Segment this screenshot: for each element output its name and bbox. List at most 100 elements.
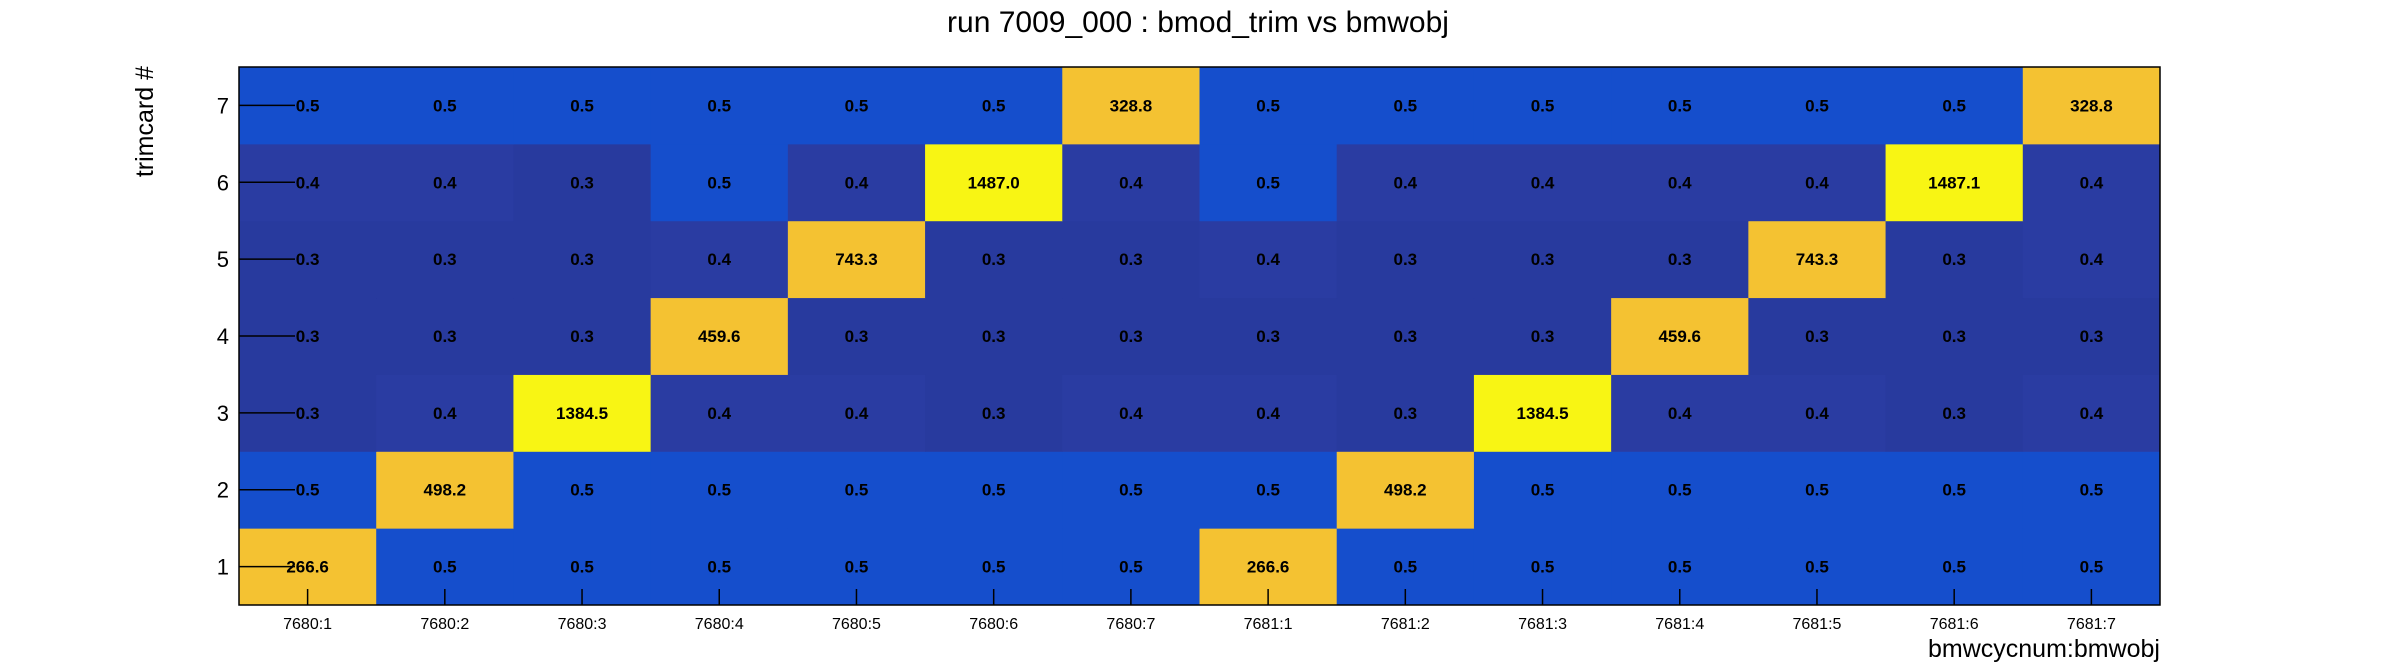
cell-value-label: 0.4: [845, 173, 869, 192]
cell-value-label: 0.5: [707, 96, 731, 115]
cell-value-label: 0.5: [570, 558, 594, 577]
heatmap-cell: [2022, 374, 2161, 452]
heatmap-cell: [925, 67, 1063, 145]
heatmap-cell: [1748, 143, 1887, 222]
cell-value-label: 0.5: [1805, 481, 1829, 500]
heatmap-cell: [1062, 220, 1200, 299]
cell-value-label: 0.3: [433, 327, 457, 346]
cell-value-label: 0.4: [707, 250, 731, 269]
cell-value-label: 0.3: [2080, 327, 2104, 346]
cell-value-label: 0.3: [570, 250, 594, 269]
cell-value-label: 0.5: [1256, 481, 1280, 500]
heatmap-cell: [650, 67, 789, 145]
heatmap-cell: [787, 297, 926, 375]
heatmap-cell: [513, 451, 652, 529]
cell-value-label: 0.3: [296, 327, 320, 346]
cell-value-label: 0.3: [982, 327, 1006, 346]
cell-value-label: 0.5: [707, 173, 731, 192]
cell-value-label: 0.5: [1668, 96, 1692, 115]
cell-value-label: 0.3: [1942, 250, 1966, 269]
cell-value-label: 0.4: [1805, 173, 1829, 192]
cell-value-label: 0.4: [2080, 404, 2104, 423]
heatmap-cell: [1611, 374, 1749, 452]
cell-value-label: 0.3: [1119, 327, 1143, 346]
cell-value-label: 0.5: [982, 96, 1006, 115]
cell-value-label: 0.3: [1119, 250, 1143, 269]
cell-value-label: 0.4: [2080, 250, 2104, 269]
x-tick-label: 7681:7: [2067, 616, 2116, 633]
cell-value-label: 0.4: [707, 404, 731, 423]
cell-value-label: 743.3: [1796, 250, 1839, 269]
x-tick-label: 7681:2: [1381, 616, 1430, 633]
cell-value-label: 0.3: [1531, 250, 1555, 269]
heatmap-cell: [787, 451, 926, 529]
heatmap-cell: [2022, 297, 2161, 375]
heatmap-cell: [1336, 143, 1475, 222]
heatmap-cell: [1199, 451, 1338, 529]
heatmap-cell: [1199, 297, 1338, 375]
cell-value-label: 0.4: [1256, 404, 1280, 423]
cell-value-label: 0.3: [1942, 404, 1966, 423]
heatmap-cell: [376, 220, 514, 299]
heatmap-cell: [2022, 67, 2161, 145]
x-tick-label: 7681:1: [1244, 616, 1293, 633]
heatmap-cell: [376, 297, 514, 375]
cell-value-label: 0.3: [296, 250, 320, 269]
heatmap-cell: [1748, 297, 1887, 375]
heatmap-cell: [2022, 143, 2161, 222]
x-tick-label: 7680:1: [283, 616, 332, 633]
heatmap-cell: [925, 451, 1063, 529]
x-tick-label: 7680:4: [695, 616, 744, 633]
heatmap-cell: [1748, 67, 1887, 145]
heatmap-cell: [1062, 67, 1200, 145]
cell-value-label: 0.5: [982, 481, 1006, 500]
cell-value-label: 1487.0: [968, 173, 1020, 192]
cell-value-label: 0.3: [845, 327, 869, 346]
heatmap-cell: [650, 143, 789, 222]
heatmap-cell: [1885, 297, 2024, 375]
heatmap-cell: [650, 451, 789, 529]
heatmap-cell: [1611, 220, 1749, 299]
cell-value-label: 0.5: [1942, 96, 1966, 115]
cell-value-label: 0.3: [433, 250, 457, 269]
cell-value-label: 0.4: [296, 173, 320, 192]
heatmap-cell: [1611, 297, 1749, 375]
cell-value-label: 0.5: [1942, 558, 1966, 577]
heatmap-cell: [650, 220, 789, 299]
heatmap-cell: [925, 297, 1063, 375]
heatmap-cell: [925, 220, 1063, 299]
cell-value-label: 0.3: [1256, 327, 1280, 346]
cell-value-label: 0.3: [1394, 404, 1418, 423]
heatmap-cell: [376, 451, 514, 529]
cell-value-label: 0.5: [707, 558, 731, 577]
x-axis-title: bmwcycnum:bmwobj: [1928, 635, 2160, 663]
heatmap-cell: [2022, 451, 2161, 529]
cell-value-label: 1384.5: [556, 404, 608, 423]
heatmap-cell: [513, 67, 652, 145]
axes: 7680:1 7680:2 7680:3 7680:4 7680:5 7680:6 7680…: [217, 66, 2161, 633]
heatmap-cell: [787, 374, 926, 452]
cell-value-label: 0.3: [982, 404, 1006, 423]
heatmap-cell: [1748, 374, 1887, 452]
x-tick-label: 7680:3: [558, 616, 607, 633]
heatmap-cell: [1336, 297, 1475, 375]
x-tick-label: 7681:5: [1792, 616, 1841, 633]
cell-value-label: 0.5: [1942, 481, 1966, 500]
cell-value-label: 1384.5: [1517, 404, 1569, 423]
y-tick-label: 4: [217, 324, 229, 349]
cell-value-label: 0.5: [1256, 173, 1280, 192]
heatmap-cell: [1199, 67, 1338, 145]
cell-value-label: 0.5: [1119, 558, 1143, 577]
cell-value-label: 0.4: [1531, 173, 1555, 192]
heatmap-cell: [1199, 374, 1338, 452]
heatmap-cell: [513, 143, 652, 222]
heatmap-cell: [787, 67, 926, 145]
cell-value-label: 459.6: [1658, 327, 1701, 346]
cell-value-label: 0.4: [1805, 404, 1829, 423]
cell-value-label: 459.6: [698, 327, 741, 346]
cell-value-label: 498.2: [424, 481, 467, 500]
cell-value-label: 266.6: [286, 558, 329, 577]
cell-value-label: 0.5: [1668, 481, 1692, 500]
cell-value-label: 498.2: [1384, 481, 1427, 500]
heatmap-cell: [1473, 143, 1612, 222]
